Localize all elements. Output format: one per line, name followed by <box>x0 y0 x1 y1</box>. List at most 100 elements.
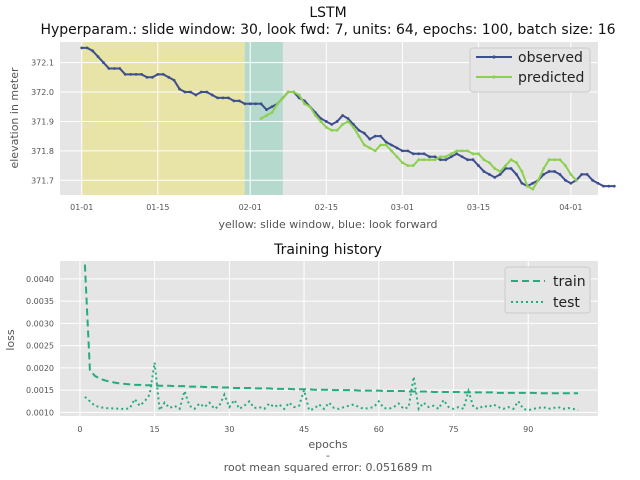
chart1-point-observed <box>390 143 393 147</box>
chart1-point-observed <box>406 149 410 153</box>
chart1-point-observed <box>395 146 399 150</box>
chart1-point-predicted <box>352 125 355 129</box>
chart1-point-observed <box>102 61 105 64</box>
chart1-legend-box <box>469 47 591 93</box>
chart1-point-observed <box>227 96 230 100</box>
chart1-point-predicted <box>314 114 317 117</box>
chart1-point-predicted <box>487 161 491 165</box>
chart1-point-observed <box>444 158 448 162</box>
chart1-point-observed <box>107 67 111 70</box>
chart1-point-predicted <box>319 120 323 123</box>
chart1-point-observed <box>449 155 453 159</box>
chart1-point-observed <box>194 93 198 97</box>
chart1-point-observed <box>221 96 225 100</box>
chart1-point-observed <box>91 49 95 53</box>
chart2-xtick-label: 90 <box>523 425 533 434</box>
chart1-point-observed <box>493 175 497 179</box>
chart1-point-observed <box>531 181 535 185</box>
chart1-point-observed <box>417 152 421 156</box>
chart1-point-observed <box>150 75 154 79</box>
chart1-point-predicted <box>563 164 567 167</box>
chart2-ylabel: loss <box>4 329 17 351</box>
chart1-point-observed <box>265 108 268 112</box>
chart1-point-predicted <box>444 155 448 159</box>
chart1-point-observed <box>112 67 116 70</box>
chart1-point-observed <box>161 72 165 76</box>
chart1-point-observed <box>232 99 236 103</box>
chart1-point-observed <box>199 90 203 94</box>
chart2-legend-label-train: train <box>553 274 586 290</box>
chart1-point-observed <box>384 140 388 144</box>
chart1-point-predicted <box>525 184 529 188</box>
chart1-point-predicted <box>553 158 556 162</box>
chart1-point-observed <box>156 72 160 76</box>
chart2-ytick-label: 0.0030 <box>26 319 54 328</box>
chart1-xtick-label: 03-15 <box>467 203 490 212</box>
chart1-point-observed <box>596 181 600 185</box>
footer-rmse: root mean squared error: 0.051689 m <box>224 461 433 474</box>
chart1-point-observed <box>178 87 181 91</box>
chart1-point-predicted <box>460 149 464 153</box>
chart1-point-observed <box>422 152 426 156</box>
chart1-point-observed <box>428 155 431 159</box>
chart1-point-predicted <box>281 96 285 100</box>
chart1-point-observed <box>553 170 556 173</box>
chart1-point-predicted <box>547 158 551 162</box>
chart1-point-observed <box>498 173 502 176</box>
chart1-point-predicted <box>390 149 393 153</box>
chart2-xtick-label: 45 <box>299 425 309 434</box>
chart1-plot: 01-01 01-15 02-01 02-15 03-01 03-15 04-01 371.7… <box>31 42 616 212</box>
chart2-xtick-label: 60 <box>374 425 384 434</box>
chart1-point-predicted <box>493 167 497 170</box>
chart1-point-observed <box>591 178 594 182</box>
chart1-point-observed <box>362 131 366 135</box>
chart1-legend-label-observed: observed <box>518 50 583 66</box>
chart2-ytick-label: 0.0020 <box>26 364 54 373</box>
chart1-point-predicted <box>400 161 404 165</box>
chart1-xtick-label: 03-01 <box>391 203 414 212</box>
chart1-point-predicted <box>384 143 388 147</box>
chart1-point-observed <box>134 72 138 76</box>
chart1-point-observed <box>167 75 171 79</box>
chart1-point-observed <box>123 72 127 76</box>
chart1-point-observed <box>330 122 334 126</box>
chart1-point-predicted <box>406 164 410 167</box>
chart2-ytick-label: 0.0015 <box>26 386 54 395</box>
chart1-point-observed <box>471 158 475 162</box>
chart1-point-observed <box>400 149 404 153</box>
chart1-point-observed <box>460 155 464 159</box>
chart1-point-observed <box>80 46 84 50</box>
chart1-point-observed <box>509 167 513 170</box>
chart2-legend-label-test: test <box>553 295 580 311</box>
chart1-shade-look-forward <box>244 42 283 195</box>
chart1-point-observed <box>368 137 372 141</box>
chart1-point-predicted <box>335 128 339 132</box>
chart1-point-predicted <box>368 146 372 150</box>
chart1-point-observed <box>270 105 274 109</box>
chart1-point-predicted <box>449 152 453 156</box>
chart1-point-predicted <box>542 167 546 170</box>
chart1-point-observed <box>352 122 355 126</box>
chart2-ytick-label: 0.0010 <box>26 408 54 417</box>
chart1-point-observed <box>341 114 344 117</box>
chart1-point-predicted <box>504 164 508 167</box>
chart1-point-predicted <box>270 111 274 115</box>
chart1-point-observed <box>433 155 437 159</box>
chart1-xtick-label: 02-01 <box>239 203 262 212</box>
chart1-point-predicted <box>520 170 524 173</box>
chart1-point-observed <box>237 99 241 103</box>
chart1-point-observed <box>558 173 562 176</box>
chart1-point-observed <box>607 184 611 188</box>
chart1-point-predicted <box>417 158 421 162</box>
chart1-point-predicted <box>324 125 328 129</box>
chart1-point-predicted <box>558 158 562 162</box>
chart1-point-observed <box>580 173 584 176</box>
chart1-point-observed <box>183 90 187 94</box>
chart1-ytick-label: 371.8 <box>31 147 54 156</box>
chart1-title: LSTM <box>309 5 346 21</box>
chart1-point-observed <box>145 75 149 79</box>
chart2-xtick-label: 30 <box>224 425 234 434</box>
chart1-point-observed <box>335 120 339 123</box>
chart1-point-observed <box>357 128 361 132</box>
chart1-point-observed <box>487 173 491 176</box>
